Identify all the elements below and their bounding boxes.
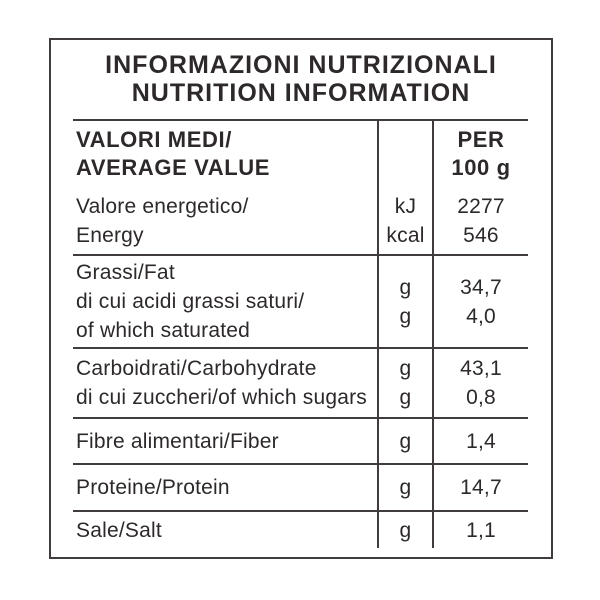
unit-line: kcal — [386, 223, 425, 247]
nutrient-label-cell: Proteine/Protein — [73, 465, 377, 510]
amount-line: 34,7 — [460, 275, 502, 299]
amount-line: 43,1 — [460, 357, 502, 380]
header-label-line: VALORI MEDI/ — [76, 127, 232, 152]
nutrient-label-line: Sale/Salt — [76, 518, 162, 542]
table-row: Proteine/Protein g 14,7 — [73, 463, 528, 510]
amount-line: 1,4 — [466, 429, 496, 453]
panel-title: INFORMAZIONI NUTRIZIONALI NUTRITION INFO… — [51, 40, 551, 107]
nutrient-label-line: of which saturated — [76, 319, 251, 342]
nutrient-label-cell: Carboidrati/Carbohydrate di cui zuccheri/… — [73, 349, 377, 417]
nutrition-panel: INFORMAZIONI NUTRIZIONALI NUTRITION INFO… — [49, 38, 553, 559]
value-cell: 43,1 0,8 — [434, 349, 528, 417]
nutrient-label-line: Carboidrati/Carbohydrate — [76, 357, 317, 380]
value-cell: 14,7 — [434, 465, 528, 510]
nutrient-label-line: Proteine/Protein — [76, 476, 230, 499]
nutrient-label-line: Valore energetico/ — [76, 194, 249, 218]
nutrient-label-cell: Sale/Salt — [73, 512, 377, 548]
value-cell: 34,7 4,0 — [434, 256, 528, 347]
table-body: Valore energetico/Energy kJ kcal 2277 546 … — [73, 187, 528, 548]
table-header-row: VALORI MEDI/ AVERAGE VALUE PER 100 g — [73, 121, 528, 187]
table-row: Grassi/Fat di cui acidi grassi saturi/of … — [73, 254, 528, 347]
header-value-line: 100 g — [451, 155, 511, 180]
value-cell: 2277 546 — [434, 187, 528, 254]
amount-line: 14,7 — [460, 476, 502, 499]
nutrient-label-cell: Grassi/Fat di cui acidi grassi saturi/of … — [73, 256, 377, 347]
unit-cell: kJ kcal — [377, 187, 434, 254]
unit-line: g — [399, 476, 412, 499]
amount-line: 1,1 — [466, 518, 496, 542]
nutrient-label-line: Energy — [76, 223, 144, 247]
value-cell: 1,4 — [434, 419, 528, 463]
amount-line: 4,0 — [466, 304, 496, 328]
header-unit-cell — [377, 121, 434, 187]
unit-line: g — [399, 275, 412, 299]
unit-line: g — [399, 429, 412, 453]
unit-line: g — [399, 357, 412, 380]
nutrient-label-line: di cui zuccheri/of which sugars — [76, 386, 367, 409]
nutrient-label-line: Grassi/Fat — [76, 261, 175, 284]
unit-line: kJ — [394, 194, 417, 218]
unit-line: g — [399, 386, 412, 409]
panel-title-line-italian: INFORMAZIONI NUTRIZIONALI — [105, 51, 497, 79]
amount-line: 546 — [463, 223, 499, 247]
nutrient-label-line: di cui acidi grassi saturi/ — [76, 290, 305, 313]
header-label-cell: VALORI MEDI/ AVERAGE VALUE — [73, 121, 377, 187]
value-cell: 1,1 — [434, 512, 528, 548]
header-label-line: AVERAGE VALUE — [76, 155, 271, 180]
table-row: Valore energetico/Energy kJ kcal 2277 546 — [73, 187, 528, 254]
unit-cell: g — [377, 512, 434, 548]
header-value-line: PER — [457, 127, 505, 152]
nutrient-label-line: Fibre alimentari/Fiber — [76, 429, 279, 453]
table-row: Carboidrati/Carbohydrate di cui zuccheri/… — [73, 347, 528, 417]
amount-line: 0,8 — [466, 386, 496, 409]
unit-cell: g — [377, 419, 434, 463]
nutrient-label-cell: Fibre alimentari/Fiber — [73, 419, 377, 463]
table-row: Fibre alimentari/Fiber g 1,4 — [73, 417, 528, 463]
nutrient-label-cell: Valore energetico/Energy — [73, 187, 377, 254]
table-row: Sale/Salt g 1,1 — [73, 510, 528, 548]
unit-cell: g — [377, 465, 434, 510]
nutrition-table: VALORI MEDI/ AVERAGE VALUE PER 100 g Val… — [73, 119, 528, 548]
header-value-cell: PER 100 g — [434, 121, 528, 187]
unit-line: g — [399, 304, 412, 328]
unit-line: g — [399, 518, 412, 542]
panel-title-line-english: NUTRITION INFORMATION — [131, 79, 471, 107]
amount-line: 2277 — [457, 194, 505, 218]
